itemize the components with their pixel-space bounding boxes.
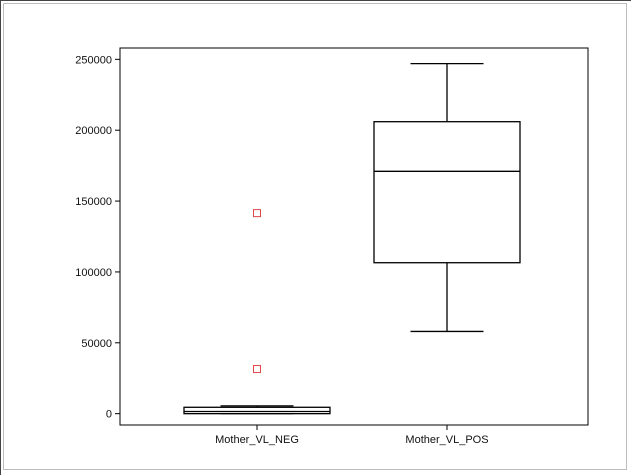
y-tick-label: 250000 [75,54,112,66]
x-category-label: Mother_VL_POS [405,434,488,446]
plot-area: 0 50000 100000 150000 200000 250000 Mother_VL_… [75,47,589,446]
y-tick-label: 50000 [81,338,112,350]
figure-frame [3,3,627,470]
page-edge-left [0,0,1,475]
axes-frame [119,47,589,426]
page-edge-top [0,0,631,1]
outlier-marker [253,365,261,374]
outlier-marker [253,209,261,218]
y-tick-label: 100000 [75,267,112,279]
x-category-label: Mother_VL_NEG [215,434,299,446]
y-tick-label: 200000 [75,125,112,137]
iqr-box [373,121,521,264]
iqr-box [183,406,331,415]
y-tick-label: 150000 [75,196,112,208]
y-tick-label: 0 [106,409,112,421]
